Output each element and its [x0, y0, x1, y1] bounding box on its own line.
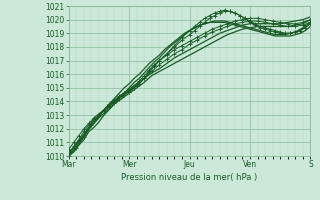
X-axis label: Pression niveau de la mer( hPa ): Pression niveau de la mer( hPa ) — [122, 173, 258, 182]
